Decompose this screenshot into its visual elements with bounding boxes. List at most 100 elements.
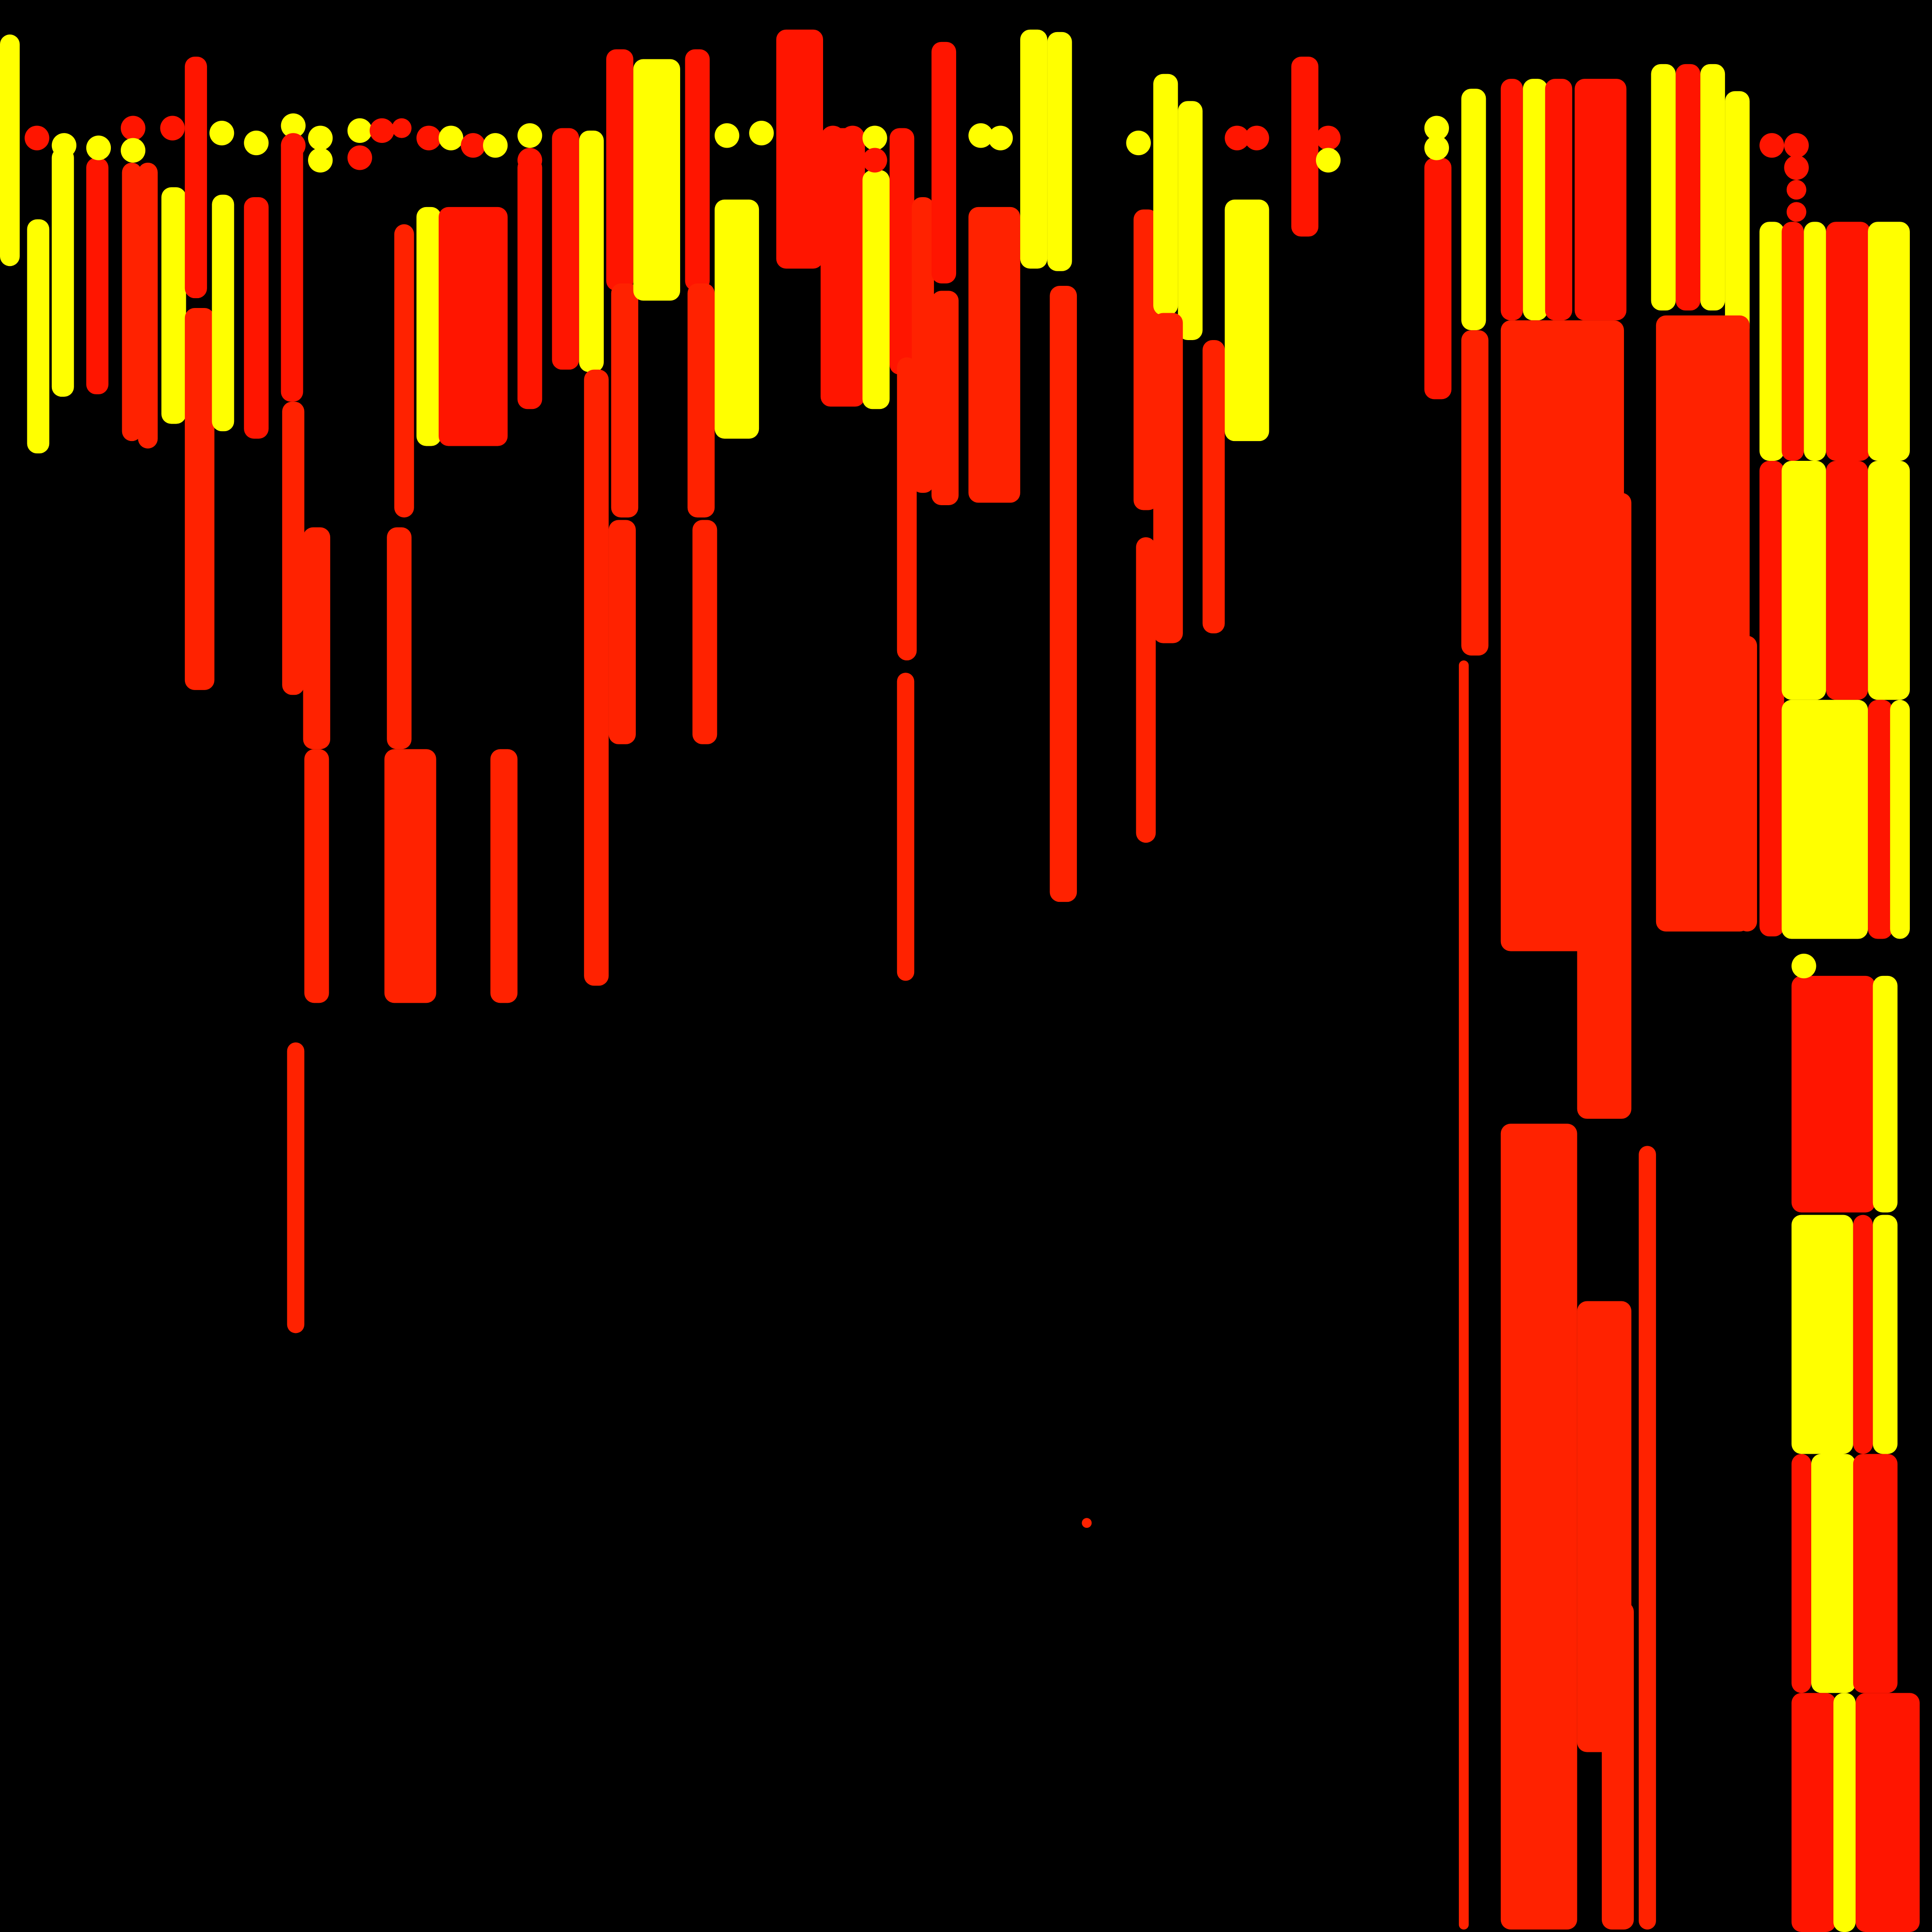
bar-shape: [1545, 79, 1572, 320]
bar-shape: [185, 57, 207, 298]
bar-shape: [439, 207, 508, 446]
bar-shape: [715, 200, 759, 439]
bar-shape: [1791, 1215, 1853, 1454]
bar-shape: [932, 42, 956, 283]
bar-shape: [1873, 1215, 1898, 1454]
bar-shape: [611, 283, 638, 517]
bar-shape: [1153, 313, 1183, 643]
bar-shape: [1577, 493, 1632, 1119]
dot-shape: [1784, 133, 1809, 158]
bar-shape: [685, 49, 709, 291]
bar-shape: [1853, 1454, 1898, 1693]
bar-shape: [1791, 1693, 1836, 1932]
dot-shape: [348, 118, 372, 143]
bar-shape: [282, 402, 304, 695]
bar-shape: [606, 49, 633, 291]
bar-shape: [912, 197, 934, 493]
bar-shape: [1461, 89, 1486, 330]
dot-shape: [1316, 125, 1341, 150]
dot-shape: [160, 116, 185, 141]
bar-shape: [0, 34, 20, 266]
bar-shape: [1811, 1454, 1856, 1693]
dot-shape: [1082, 1518, 1092, 1528]
bar-shape: [161, 187, 186, 424]
dot-shape: [244, 131, 268, 155]
dot-shape: [1244, 125, 1269, 150]
bar-shape: [1602, 1602, 1634, 1930]
bar-shape: [863, 170, 890, 409]
bar-shape: [932, 291, 958, 505]
bar-shape: [52, 148, 74, 397]
bar-shape: [1868, 461, 1910, 700]
bar-shape: [1050, 286, 1077, 902]
bar-shape: [1291, 57, 1318, 236]
bar-shape: [212, 195, 234, 432]
bar-shape: [384, 749, 436, 1003]
dot-shape: [1424, 135, 1449, 160]
bar-shape: [1020, 30, 1047, 269]
bar-shape: [1833, 1693, 1856, 1932]
bar-shape: [552, 128, 579, 370]
bar-shape: [1203, 340, 1225, 633]
bar-shape: [1461, 330, 1488, 656]
bar-shape: [633, 59, 680, 300]
bar-shape: [1725, 91, 1749, 337]
dot-shape: [483, 133, 508, 158]
bar-shape: [608, 520, 635, 744]
bar-shape: [1759, 222, 1784, 461]
dot-shape: [988, 125, 1013, 150]
bar-shape: [1791, 976, 1875, 1213]
dot-shape: [1791, 954, 1816, 978]
dot-shape: [1759, 133, 1784, 158]
dot-shape: [25, 125, 49, 150]
bar-shape: [1459, 660, 1469, 1930]
dot-shape: [121, 116, 145, 141]
dot-shape: [1126, 131, 1151, 155]
bar-shape: [1782, 222, 1804, 461]
bar-shape: [86, 158, 108, 394]
dot-shape: [517, 148, 542, 172]
bar-shape: [1873, 976, 1898, 1213]
bar-shape: [1656, 316, 1750, 932]
bar-shape: [138, 163, 158, 449]
dot-shape: [1316, 148, 1341, 172]
bar-shape: [1574, 79, 1626, 320]
bar-shape: [185, 308, 215, 690]
bar-shape: [1047, 32, 1072, 271]
bar-shape: [1501, 79, 1523, 320]
bar-shape: [1501, 1124, 1577, 1929]
bar-shape: [1136, 537, 1156, 843]
dot-shape: [86, 135, 111, 160]
bar-shape: [387, 527, 411, 749]
bar-shape: [1782, 700, 1868, 939]
bar-shape: [1868, 222, 1910, 461]
dot-shape: [461, 133, 485, 158]
bar-shape: [1759, 461, 1784, 936]
bar-shape: [1890, 700, 1910, 939]
bar-shape: [579, 131, 604, 372]
bar-shape: [1856, 1693, 1920, 1932]
bar-shape: [897, 673, 915, 981]
bar-shape: [1523, 79, 1548, 320]
bar-shape: [1826, 461, 1868, 700]
bar-shape: [416, 207, 441, 446]
dot-shape: [308, 125, 333, 150]
dot-shape: [439, 125, 463, 150]
dot-shape: [281, 133, 306, 158]
dot-shape: [1787, 202, 1807, 222]
bar-shape: [776, 30, 823, 269]
dot-shape: [1787, 180, 1807, 200]
dot-shape: [392, 118, 412, 138]
dot-shape: [52, 133, 76, 158]
bar-shape: [890, 128, 914, 375]
bar-shape: [1700, 64, 1725, 310]
bar-shape: [281, 135, 303, 401]
bar-shape: [517, 158, 542, 409]
bar-shape: [1868, 700, 1892, 939]
dot-shape: [416, 125, 441, 150]
bar-shape: [1153, 74, 1178, 316]
dot-shape: [348, 145, 372, 170]
dot-shape: [863, 148, 887, 172]
